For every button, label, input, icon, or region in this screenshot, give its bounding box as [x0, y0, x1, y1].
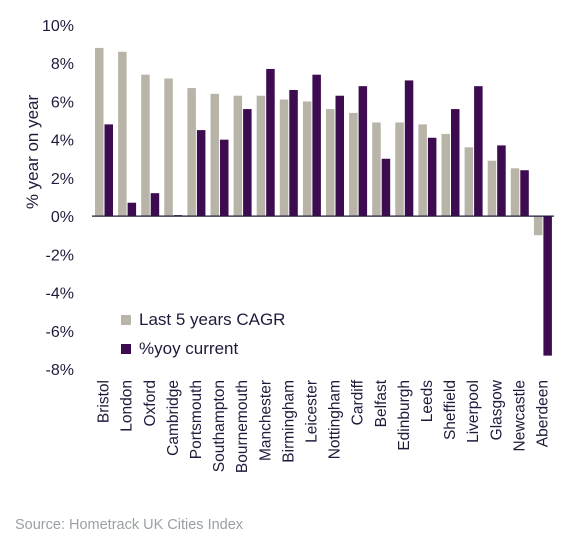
bar-yoy-liverpool [474, 86, 483, 217]
bar-cagr-sheffield [441, 133, 450, 217]
source-note: Source: Hometrack UK Cities Index [15, 517, 244, 533]
bar-yoy-aberdeen [543, 216, 552, 356]
legend-swatch [121, 315, 131, 325]
bar-yoy-sheffield [451, 109, 460, 217]
bar-yoy-edinburgh [404, 80, 414, 217]
category-label: Liverpool [465, 380, 482, 443]
bar-cagr-liverpool [464, 147, 474, 217]
category-label: Bristol [96, 380, 113, 423]
category-label: Cambridge [165, 380, 182, 456]
y-tick-label: -4% [46, 286, 74, 303]
category-label: Newcastle [511, 380, 528, 452]
category-label: Glasgow [488, 379, 505, 440]
bar-yoy-london [127, 202, 137, 217]
bar-yoy-belfast [381, 158, 391, 217]
bar-yoy-southampton [220, 139, 229, 217]
category-label: Oxford [142, 380, 159, 427]
y-tick-label: 8% [51, 56, 74, 73]
y-tick-label: 2% [51, 171, 74, 188]
bar-yoy-leicester [312, 74, 321, 217]
bar-yoy-glasgow [497, 145, 506, 217]
category-label: Aberdeen [534, 380, 551, 447]
category-label: Leeds [419, 380, 436, 422]
bar-yoy-cardiff [358, 86, 368, 217]
bar-cagr-birmingham [279, 99, 289, 217]
category-label: Cardiff [350, 379, 367, 425]
category-label: Portsmouth [188, 380, 205, 459]
legend-label: Last 5 years CAGR [139, 310, 285, 329]
category-label: Belfast [373, 379, 390, 427]
category-label: Leicester [303, 380, 320, 443]
category-label: London [119, 380, 136, 432]
bar-cagr-bournemouth [233, 95, 243, 217]
bar-yoy-nottingham [335, 95, 344, 217]
y-tick-label: -6% [46, 324, 74, 341]
y-tick-label: 10% [42, 18, 74, 35]
bar-cagr-bristol [95, 47, 104, 217]
bar-cagr-cambridge [164, 78, 173, 217]
bar-cagr-cardiff [349, 112, 358, 217]
bar-cagr-newcastle [510, 168, 520, 217]
category-label: Edinburgh [396, 380, 413, 451]
bar-cagr-southampton [210, 93, 219, 217]
bar-cagr-oxford [141, 74, 150, 217]
category-label: Manchester [257, 380, 274, 461]
bar-cagr-nottingham [326, 109, 335, 217]
category-label: Sheffield [442, 380, 459, 440]
category-label: Nottingham [327, 380, 344, 459]
bar-yoy-manchester [266, 68, 275, 217]
bar-cagr-leicester [302, 101, 312, 217]
bar-cagr-manchester [256, 95, 266, 217]
category-label: Bournemouth [234, 380, 251, 473]
bar-yoy-bournemouth [243, 109, 252, 217]
category-label: Southampton [211, 380, 228, 472]
bar-cagr-london [118, 51, 127, 217]
bar-cagr-portsmouth [187, 88, 196, 217]
y-tick-label: 0% [51, 209, 74, 226]
bar-yoy-birmingham [289, 89, 298, 217]
bar-yoy-portsmouth [196, 130, 206, 217]
bar-cagr-aberdeen [533, 216, 543, 236]
bar-yoy-oxford [150, 193, 160, 217]
legend-swatch [121, 344, 131, 354]
y-tick-label: 6% [51, 94, 74, 111]
bar-cagr-belfast [372, 122, 381, 217]
y-tick-label: -2% [46, 247, 74, 264]
bar-yoy-leeds [427, 137, 437, 217]
y-axis-title: % year on year [23, 94, 42, 209]
bar-cagr-glasgow [487, 160, 497, 217]
bar-cagr-edinburgh [395, 122, 404, 217]
legend-label: %yoy current [139, 339, 238, 358]
category-label: Birmingham [280, 380, 297, 463]
y-tick-label: -8% [46, 362, 74, 379]
bar-yoy-bristol [104, 124, 113, 217]
y-tick-label: 4% [51, 133, 74, 150]
bar-cagr-leeds [418, 124, 427, 217]
bar-yoy-newcastle [520, 170, 529, 217]
